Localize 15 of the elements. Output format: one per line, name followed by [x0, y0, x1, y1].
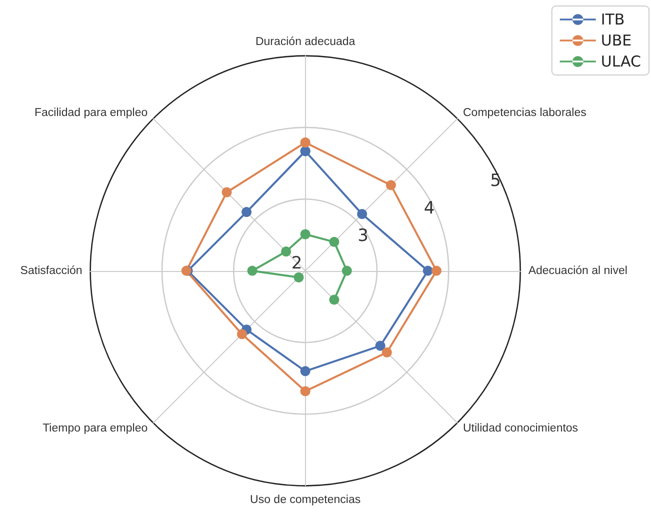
legend-label: ULAC [600, 52, 642, 70]
spoke-label: Adecuación al nivel [528, 264, 628, 277]
legend-label: UBE [600, 32, 632, 50]
y-tick-label: 2 [291, 253, 302, 274]
spoke-label: Facilidad para empleo [34, 107, 148, 120]
spoke-label: Duración adecuada [255, 36, 356, 48]
spoke-label: Utilidad conocimientos [463, 422, 578, 434]
spoke-label: Uso de competencias [250, 494, 361, 506]
spoke-label: Tiempo para empleo [42, 422, 148, 434]
legend-label: ITB [600, 10, 625, 28]
y-tick-label: 4 [424, 198, 435, 219]
spoke-label: Competencias laborales [463, 107, 587, 120]
spoke-label: Satisfacción [20, 264, 82, 277]
y-tick-label: 3 [358, 226, 368, 246]
y-tick-label: 5 [490, 171, 501, 192]
